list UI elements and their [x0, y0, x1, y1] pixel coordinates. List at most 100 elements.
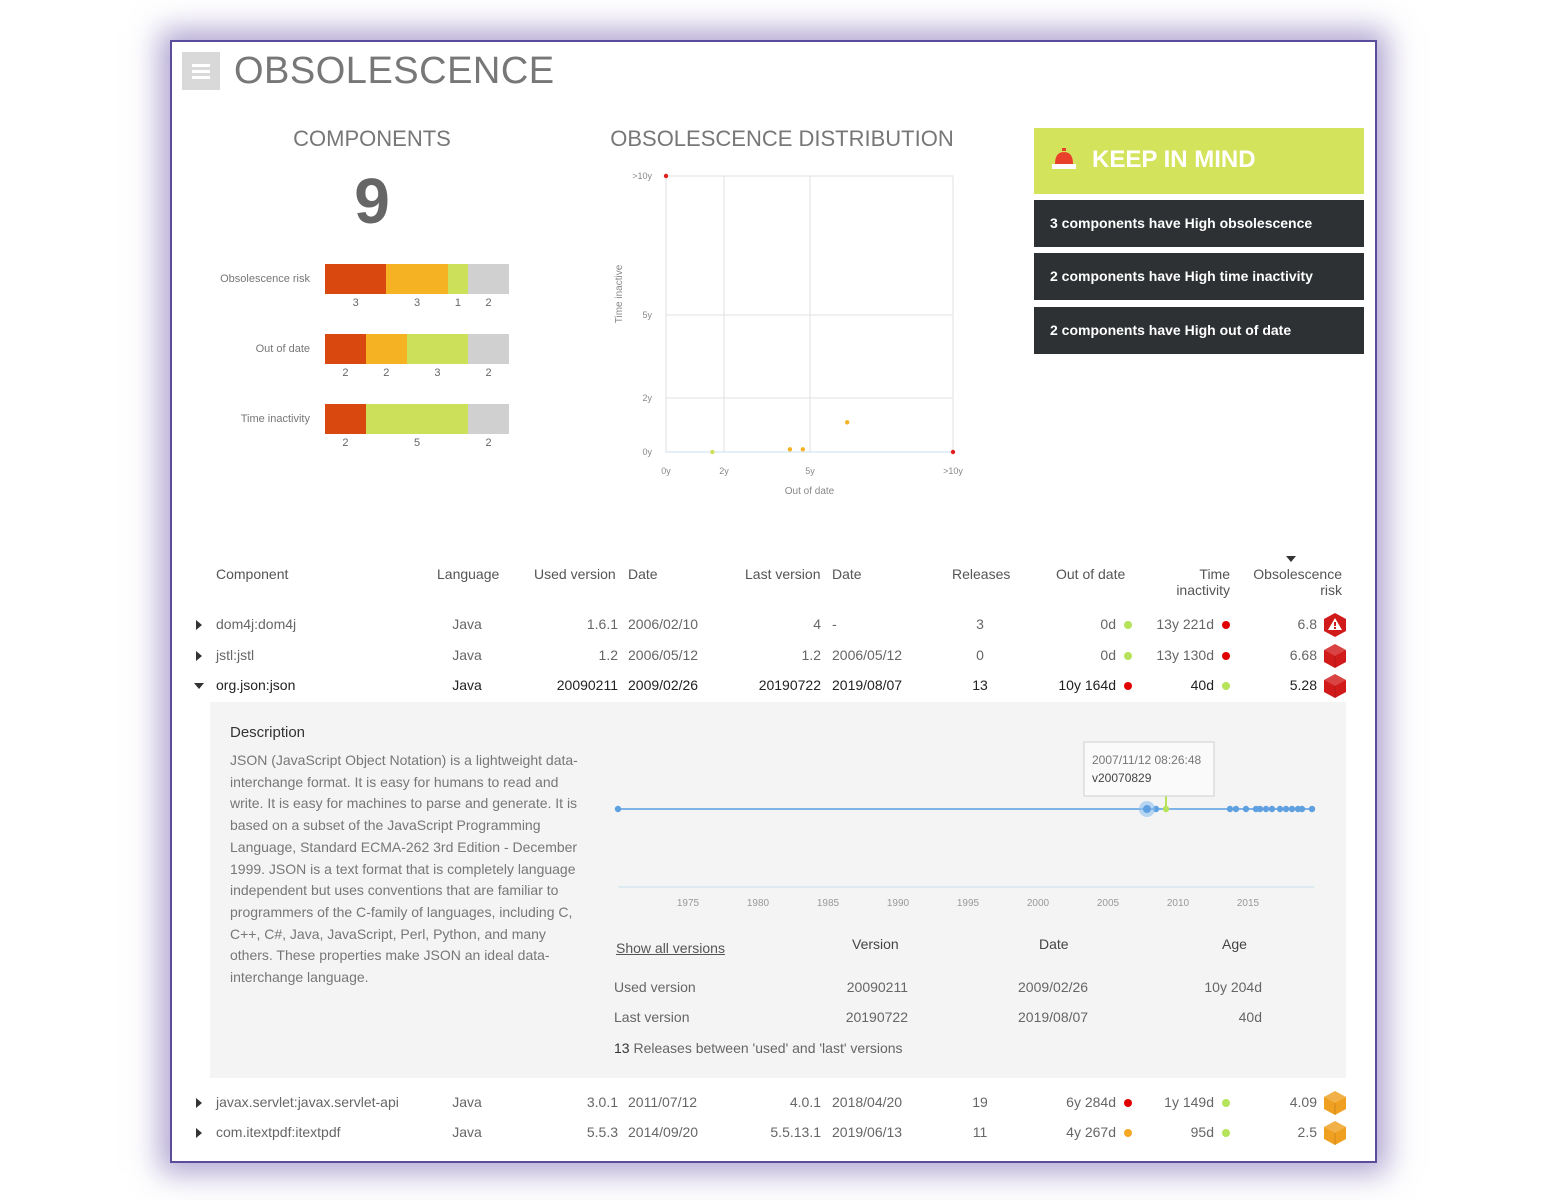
- bar-segment[interactable]: [468, 264, 509, 294]
- cell-date: 2006/02/10: [628, 616, 698, 632]
- bar-segment[interactable]: [325, 334, 366, 364]
- cell-time-inactivity: 13y 130d: [1150, 647, 1230, 663]
- orange-cube-icon: [1324, 1121, 1346, 1145]
- col-last-version[interactable]: Last version: [745, 566, 821, 582]
- hamburger-icon[interactable]: [182, 52, 220, 90]
- bar-label: Time inactivity: [240, 413, 310, 425]
- version-point[interactable]: [1308, 805, 1316, 813]
- table-row[interactable]: javax.servlet:javax.servlet-api Java 3.0.1…: [190, 1088, 1350, 1118]
- version-point[interactable]: [1288, 805, 1296, 813]
- bar-segment[interactable]: [325, 264, 387, 294]
- col-last-date[interactable]: Date: [832, 566, 862, 582]
- col-language[interactable]: Language: [437, 566, 500, 582]
- cell-text: 2019/08/07: [832, 677, 903, 693]
- version-point[interactable]: [1226, 805, 1234, 813]
- cell-used-version: 1.2: [520, 647, 618, 663]
- releases-between: 13 Releases between 'used' and 'last' ve…: [614, 1040, 903, 1056]
- cell-text: 5.28: [1289, 677, 1317, 693]
- cell-last-version: 20190722: [730, 677, 821, 693]
- caret-down-icon[interactable]: [194, 683, 204, 689]
- component-detail: Description JSON (JavaScript Object Nota…: [210, 702, 1346, 1078]
- bar-segment[interactable]: [386, 264, 448, 294]
- bar-segment[interactable]: [468, 404, 509, 434]
- cell-used-version: 1.6.1: [520, 616, 618, 632]
- keep-in-mind-item[interactable]: 2 components have High time inactivity: [1034, 253, 1364, 300]
- used-version-date: 2009/02/26: [1018, 979, 1089, 995]
- scatter-point[interactable]: [710, 449, 715, 455]
- version-point[interactable]: [1232, 805, 1240, 813]
- cell-text: 5.5.13.1: [770, 1124, 821, 1140]
- keep-in-mind-item[interactable]: 3 components have High obsolescence: [1034, 200, 1364, 247]
- timeline-tick-label: 1980: [747, 898, 770, 909]
- cell-date: 2011/07/12: [628, 1094, 697, 1110]
- cell-risk: 2.5: [1260, 1124, 1317, 1140]
- col-time-inactivity-line2: inactivity: [1176, 582, 1230, 598]
- sort-desc-icon[interactable]: [1286, 556, 1296, 562]
- col-date[interactable]: Date: [628, 566, 658, 582]
- cell-text: 2011/07/12: [628, 1094, 698, 1110]
- scatter-point[interactable]: [663, 173, 669, 179]
- stacked-bar[interactable]: [325, 264, 509, 294]
- caret-right-icon[interactable]: [196, 1098, 202, 1108]
- cell-text: 2018/04/20: [832, 1094, 903, 1110]
- status-dot: [1222, 652, 1230, 661]
- tooltip-date: 2007/11/12 08:26:48: [1092, 753, 1202, 767]
- col-time-inactivity[interactable]: Time inactivity: [1162, 566, 1230, 598]
- col-used-version[interactable]: Used version: [534, 566, 616, 582]
- caret-right-icon[interactable]: [196, 651, 202, 661]
- cell-date: 2009/02/26: [628, 677, 698, 693]
- cell-out-of-date: 0d: [1050, 616, 1132, 632]
- cell-text: 1.6.1: [586, 616, 618, 632]
- cell-out-of-date: 0d: [1050, 647, 1132, 663]
- version-point[interactable]: [1268, 805, 1276, 813]
- cell-used-version: 20090211: [520, 677, 618, 693]
- bar-segment[interactable]: [365, 334, 407, 364]
- version-point[interactable]: [1262, 805, 1270, 813]
- scatter-point[interactable]: [800, 447, 806, 452]
- cell-last-version: 5.5.13.1: [730, 1124, 821, 1140]
- used-version-value: 20090211: [846, 979, 908, 995]
- cell-text: Java: [452, 647, 482, 663]
- cell-text: 10y 164d: [1058, 677, 1116, 693]
- caret-right-icon[interactable]: [196, 620, 202, 630]
- keep-in-mind-text: 3 components have High obsolescence: [1050, 215, 1313, 231]
- bar-segment[interactable]: [365, 404, 469, 434]
- status-dot: [1222, 1099, 1230, 1108]
- col-out-of-date[interactable]: Out of date: [1056, 566, 1126, 582]
- version-point[interactable]: [1256, 805, 1264, 813]
- col-component[interactable]: Component: [216, 566, 289, 582]
- components-title: COMPONENTS: [293, 126, 451, 151]
- version-point[interactable]: [1242, 805, 1250, 813]
- keep-in-mind-item[interactable]: 2 components have High out of date: [1034, 307, 1364, 354]
- show-all-versions-link[interactable]: Show all versions: [616, 940, 725, 956]
- caret-right-icon[interactable]: [196, 1128, 202, 1138]
- bar-segment[interactable]: [447, 264, 469, 294]
- bar-segment[interactable]: [406, 334, 469, 364]
- scatter-point[interactable]: [844, 420, 850, 425]
- bar-segment[interactable]: [325, 404, 366, 434]
- cell-risk: 5.28: [1260, 677, 1317, 693]
- x-tick-label: 2y: [719, 466, 729, 476]
- status-dot: [1124, 1099, 1132, 1108]
- cell-last-version: 4.0.1: [730, 1094, 821, 1110]
- cell-text: Java: [452, 616, 482, 632]
- versions-timeline[interactable]: 1975 1980 1985 1990 1995 2000 2005 2010 2015 2007…: [600, 732, 1330, 912]
- scatter-point[interactable]: [787, 447, 793, 452]
- scatter-point[interactable]: [950, 449, 956, 455]
- stacked-bar[interactable]: [325, 334, 509, 364]
- cell-language: Java: [437, 647, 497, 663]
- version-point-selected[interactable]: [1143, 805, 1151, 813]
- stacked-bar[interactable]: [325, 404, 509, 434]
- version-point[interactable]: [1276, 805, 1284, 813]
- cell-text: javax.servlet:javax.servlet-api: [216, 1094, 399, 1110]
- version-point[interactable]: [1298, 805, 1306, 813]
- table-row[interactable]: dom4j:dom4j Java 1.6.1 2006/02/10 4- 3 0d 13y 2…: [190, 610, 1350, 640]
- version-point[interactable]: [1282, 805, 1290, 813]
- table-row[interactable]: com.itextpdf:itextpdf Java 5.5.3 2014/09/20…: [190, 1118, 1350, 1148]
- col-releases[interactable]: Releases: [952, 566, 1011, 582]
- col-obsolescence-risk[interactable]: Obsolescence risk: [1246, 566, 1342, 598]
- table-row[interactable]: org.json:json Java 20090211 2009/02/26 20190…: [190, 671, 1350, 701]
- version-point[interactable]: [614, 805, 622, 813]
- bar-segment[interactable]: [468, 334, 509, 364]
- table-row[interactable]: jstl:jstl Java 1.2 2006/05/12 1.2 2006/05/12 0…: [190, 641, 1350, 671]
